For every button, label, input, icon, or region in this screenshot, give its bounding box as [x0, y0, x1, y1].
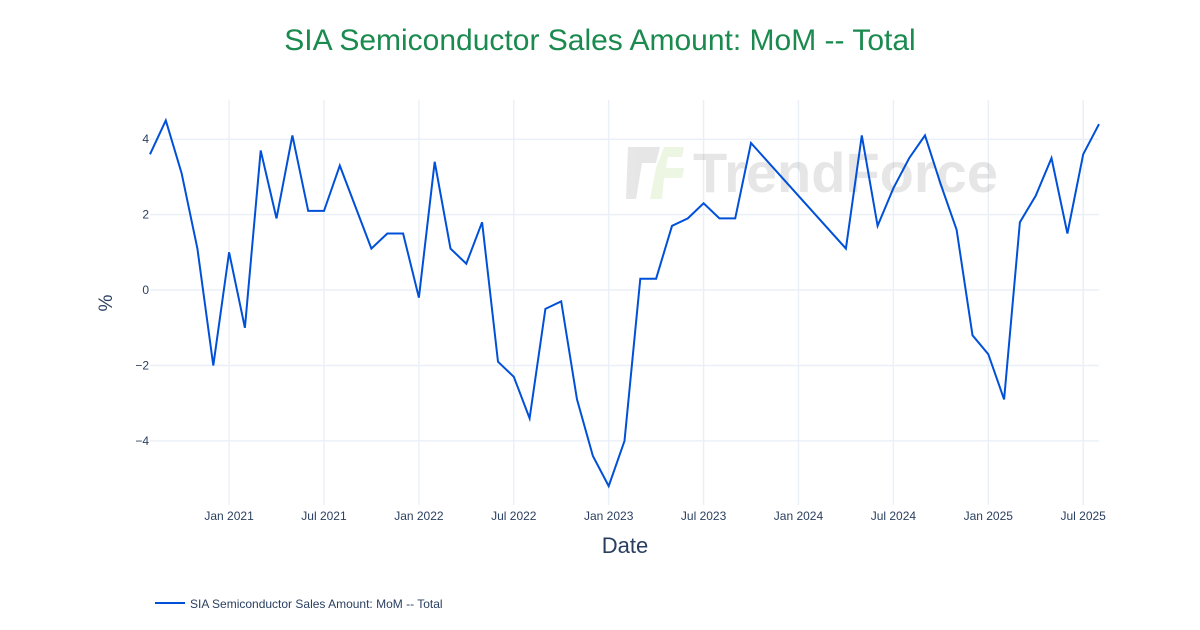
- y-tick-label: 4: [142, 132, 149, 146]
- x-axis-title: Date: [602, 533, 648, 558]
- x-axis: Jan 2021 Jul 2021 Jan 2022 Jul 2022 Jan 2023…: [204, 509, 1106, 523]
- x-tick-label: Jul 2022: [491, 509, 537, 523]
- chart-title: SIA Semiconductor Sales Amount: MoM -- T…: [284, 24, 915, 57]
- y-axis-title: %: [96, 294, 117, 311]
- x-tick-label: Jul 2021: [301, 509, 347, 523]
- x-tick-label: Jan 2023: [584, 509, 634, 523]
- legend-label[interactable]: SIA Semiconductor Sales Amount: MoM -- T…: [190, 597, 443, 611]
- series-line: [149, 117, 1100, 489]
- x-tick-label: Jan 2024: [774, 509, 824, 523]
- y-tick-label: −2: [135, 358, 149, 372]
- x-tick-label: Jul 2023: [681, 509, 727, 523]
- watermark-text: TrendForce: [693, 141, 998, 204]
- y-axis: 4 2 0 −2 −4: [135, 132, 149, 448]
- x-tick-label: Jan 2022: [394, 509, 444, 523]
- x-tick-label: Jan 2025: [964, 509, 1014, 523]
- y-tick-label: −4: [135, 434, 149, 448]
- grid: [150, 100, 1099, 505]
- x-tick-label: Jul 2024: [871, 509, 917, 523]
- y-tick-label: 2: [142, 208, 149, 222]
- legend[interactable]: SIA Semiconductor Sales Amount: MoM -- T…: [155, 597, 443, 611]
- x-tick-label: Jan 2021: [204, 509, 254, 523]
- x-tick-label: Jul 2025: [1060, 509, 1106, 523]
- watermark-logo: TrendForce: [626, 141, 998, 204]
- series-points: [149, 120, 1100, 487]
- y-tick-label: 0: [142, 283, 149, 297]
